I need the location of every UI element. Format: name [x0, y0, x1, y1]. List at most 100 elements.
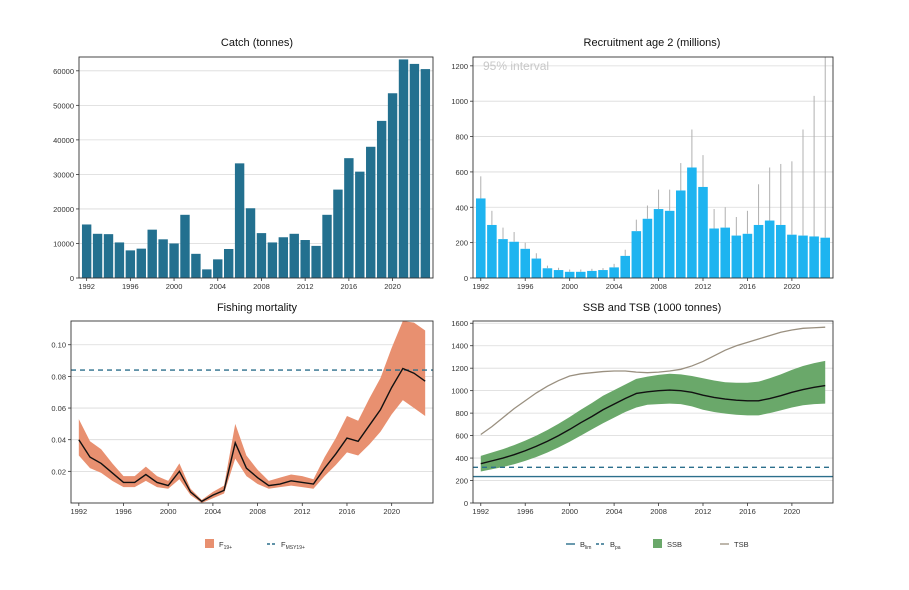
x-tick-label: 1992	[78, 282, 95, 291]
recruitment-bar	[476, 198, 486, 278]
recruitment-bar	[587, 270, 597, 278]
x-tick-label: 2008	[650, 507, 667, 516]
x-tick-label: 2020	[384, 282, 401, 291]
catch-bar	[387, 93, 398, 278]
y-tick-label: 50000	[53, 101, 74, 110]
catch-bar	[409, 63, 420, 278]
y-tick-label: 40000	[53, 136, 74, 145]
legend-label-text: F	[281, 540, 286, 549]
x-tick-label: 2008	[249, 507, 266, 516]
catch-bar	[376, 120, 387, 278]
recruitment-bar	[753, 224, 764, 278]
y-tick-label: 1000	[451, 387, 468, 396]
legend-item: TSB	[720, 540, 749, 549]
catch-bar	[311, 245, 321, 278]
legend-label: FMSY19+	[281, 540, 305, 551]
chart-catch: Catch (tonnes) 0 10000 20000 30000 40000 50000…	[53, 37, 434, 291]
plot-frame	[70, 320, 434, 504]
recruitment-bar	[542, 268, 553, 278]
y-tick-label: 10000	[53, 239, 74, 248]
catch-bar	[344, 158, 354, 278]
recruitment-bar	[664, 210, 675, 278]
y-tick-label: 0	[464, 274, 468, 283]
plot-frame	[472, 56, 834, 279]
catch-bar	[420, 69, 431, 278]
x-tick-label: 2012	[695, 282, 712, 291]
x-tick-label: 1992	[472, 282, 489, 291]
recruitment-bar	[531, 258, 542, 278]
tsb-line	[480, 326, 826, 435]
catch-bar	[278, 237, 289, 278]
x-tick-label: 2004	[205, 507, 222, 516]
chart-title: Fishing mortality	[217, 302, 298, 314]
legend-label-subscript: lim	[585, 545, 591, 551]
catch-bar	[355, 171, 365, 278]
x-tick-label: 1996	[517, 282, 534, 291]
legend-left: F19+ FMSY19+	[205, 539, 305, 551]
legend-item: F19+	[205, 539, 232, 551]
catch-bar	[234, 163, 245, 278]
f-estimate-line	[78, 367, 426, 503]
y-tick-label: 0	[464, 499, 468, 508]
catch-bar	[366, 146, 376, 278]
catch-bar	[202, 269, 212, 278]
y-tick-label: 30000	[53, 170, 74, 179]
recruitment-bar	[676, 190, 686, 278]
f-confidence-band	[78, 321, 426, 503]
recruitment-bar	[720, 227, 730, 278]
x-tick-label: 2016	[739, 282, 756, 291]
x-tick-label: 2000	[166, 282, 183, 291]
y-tick-label: 0	[70, 274, 74, 283]
catch-bar	[180, 214, 190, 278]
x-tick-label: 2004	[606, 282, 623, 291]
recruitment-bar	[620, 255, 630, 278]
recruitment-bar	[742, 233, 753, 278]
recruitment-bar	[653, 209, 664, 278]
y-tick-label: 0.08	[51, 372, 66, 381]
y-tick-label: 400	[455, 454, 468, 463]
legend-swatch	[653, 539, 662, 548]
legend-label-text: F	[219, 540, 224, 549]
ssb-confidence-band	[480, 360, 826, 472]
chart-recruitment: Recruitment age 2 (millions) 0 200 400 600 80…	[451, 37, 834, 291]
catch-bar	[125, 250, 136, 278]
catch-bar	[398, 59, 409, 278]
catch-bar	[92, 233, 103, 278]
recruitment-bar	[642, 218, 653, 278]
legend-item: Bpa	[596, 540, 621, 551]
x-tick-label: 2012	[695, 507, 712, 516]
x-tick-label: 2000	[561, 507, 578, 516]
legend-label: Bpa	[610, 540, 621, 551]
catch-bar	[213, 259, 223, 278]
catch-bar	[158, 239, 168, 278]
legend-label-text: B	[610, 540, 615, 549]
y-tick-label: 200	[455, 239, 468, 248]
catch-bar	[267, 242, 278, 278]
y-tick-label: 1000	[451, 97, 468, 106]
recruitment-bar	[564, 271, 575, 278]
y-tick-label: 1200	[451, 62, 468, 71]
x-tick-label: 2016	[739, 507, 756, 516]
catch-bar	[333, 189, 343, 278]
catch-bar	[289, 233, 299, 278]
recruitment-bar	[798, 235, 808, 278]
x-tick-label: 2000	[160, 507, 177, 516]
legend-label: Blim	[580, 540, 591, 551]
chart-title: Recruitment age 2 (millions)	[584, 37, 721, 49]
recruitment-bar	[776, 224, 786, 278]
catch-bar	[191, 253, 201, 278]
recruitment-bar	[609, 267, 619, 278]
x-tick-label: 2016	[339, 507, 356, 516]
recruitment-bar	[820, 237, 830, 278]
x-tick-label: 2000	[561, 282, 578, 291]
y-tick-label: 0.02	[51, 467, 66, 476]
recruitment-bar	[809, 236, 819, 278]
legend-label-subscript: 19+	[224, 545, 233, 551]
chart-fishing_mortality: Fishing mortality 0.02 0.04 0.06 0.08 0.10 199…	[51, 302, 434, 516]
recruitment-bar	[498, 239, 508, 278]
catch-bar	[245, 208, 256, 278]
legend-right: Blim Bpa SSB TSB	[566, 539, 749, 551]
legend-label-text: TSB	[734, 540, 749, 549]
catch-bar	[223, 248, 234, 278]
recruitment-bar	[553, 270, 564, 278]
